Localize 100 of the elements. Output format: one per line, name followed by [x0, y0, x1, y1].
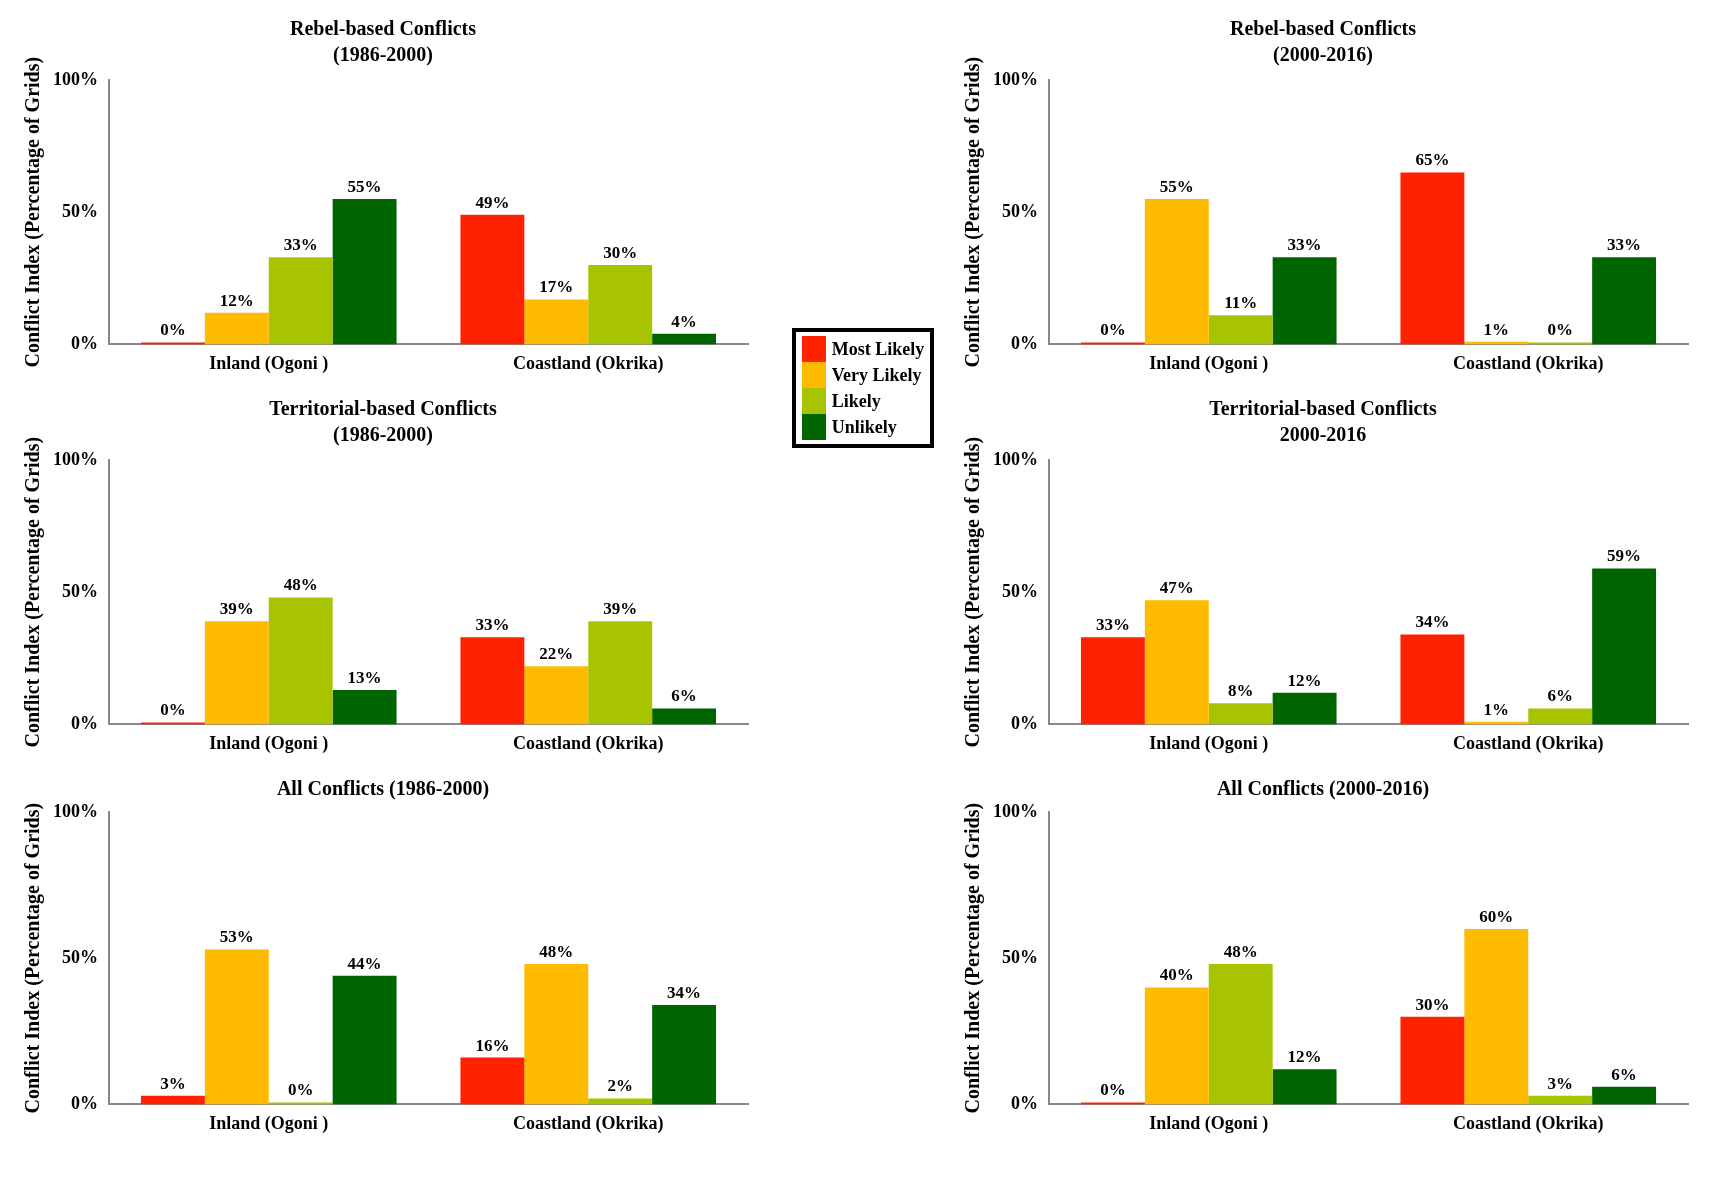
- data-label: 12%: [219, 290, 254, 310]
- bar: [268, 597, 333, 725]
- y-axis-title: Conflict Index (Percentage of Grids): [961, 802, 985, 1114]
- bar: [524, 964, 589, 1105]
- data-label: 33%: [1607, 235, 1642, 255]
- data-label: 49%: [475, 192, 510, 212]
- bar: [652, 1004, 717, 1105]
- bar: [204, 621, 269, 725]
- data-label: 44%: [347, 953, 382, 973]
- chart-title: Territorial-based Conflicts: [269, 397, 497, 420]
- x-tick-label: Inland (Ogoni ): [1149, 732, 1269, 754]
- data-label: 1%: [1483, 319, 1510, 339]
- x-tick-label: Coastland (Okrika): [512, 732, 664, 754]
- y-axis-title: Conflict Index (Percentage of Grids): [961, 56, 985, 368]
- bar: [140, 1095, 205, 1105]
- bar: [1144, 987, 1209, 1105]
- legend-label: Very Likely: [831, 364, 922, 386]
- bar: [524, 299, 589, 345]
- data-label: 0%: [1100, 320, 1126, 340]
- bar: [268, 257, 333, 345]
- chart-title: All Conflicts (2000-2016): [1216, 777, 1430, 801]
- data-label: 3%: [1547, 1073, 1573, 1093]
- data-label: 47%: [1159, 578, 1194, 598]
- data-label: 60%: [1479, 906, 1514, 926]
- chart-subtitle: (1986-2000): [333, 43, 433, 67]
- data-label: 3%: [160, 1073, 186, 1093]
- y-tick-label: 0%: [71, 713, 98, 734]
- bar: [1592, 568, 1657, 725]
- bar: [652, 708, 717, 725]
- data-label: 8%: [1227, 681, 1254, 701]
- x-tick-label: Coastland (Okrika): [1452, 1112, 1604, 1134]
- bar: [1208, 315, 1273, 345]
- chart-title: Rebel-based Conflicts: [1229, 17, 1417, 40]
- data-label: 2%: [607, 1076, 633, 1096]
- data-label: 13%: [347, 667, 382, 687]
- data-label: 0%: [287, 1080, 314, 1100]
- y-tick-label: 100%: [53, 68, 98, 89]
- data-label: 48%: [539, 941, 574, 961]
- bar: [1272, 257, 1337, 345]
- chart-subtitle: (2000-2016): [1273, 43, 1373, 67]
- bar: [652, 333, 717, 345]
- y-axis-title: Conflict Index (Percentage of Grids): [21, 802, 45, 1114]
- bar: [1080, 342, 1145, 345]
- data-label: 34%: [667, 982, 702, 1002]
- y-tick-label: 100%: [53, 800, 98, 821]
- bar: [204, 949, 269, 1105]
- y-tick-label: 0%: [71, 333, 98, 354]
- y-tick-label: 100%: [993, 448, 1038, 469]
- chart-subtitle: (1986-2000): [333, 423, 433, 447]
- y-tick-label: 100%: [53, 448, 98, 469]
- data-label: 1%: [1483, 699, 1510, 719]
- bar: [1400, 172, 1465, 345]
- bar: [1272, 1069, 1337, 1105]
- bar: [460, 214, 525, 345]
- y-tick-label: 50%: [62, 580, 98, 601]
- data-label: 55%: [347, 176, 382, 196]
- data-label: 48%: [1223, 941, 1258, 961]
- data-label: 59%: [1607, 546, 1642, 566]
- data-label: 22%: [539, 644, 574, 664]
- y-tick-label: 100%: [993, 800, 1038, 821]
- data-label: 39%: [219, 599, 254, 619]
- bar: [1592, 1086, 1657, 1105]
- bar: [1528, 342, 1593, 345]
- bar: [332, 198, 397, 345]
- bar: [332, 690, 397, 725]
- data-label: 30%: [603, 242, 638, 262]
- data-label: 33%: [475, 615, 510, 635]
- data-label: 17%: [539, 277, 574, 297]
- data-label: 33%: [1095, 615, 1130, 635]
- data-label: 30%: [1415, 994, 1450, 1014]
- y-tick-label: 0%: [1011, 713, 1038, 734]
- data-label: 16%: [475, 1035, 510, 1055]
- legend-label: Likely: [831, 390, 881, 412]
- bar: [1080, 1102, 1145, 1105]
- bar: [588, 265, 653, 345]
- bar: [1528, 1095, 1593, 1105]
- y-tick-label: 0%: [71, 1093, 98, 1114]
- x-tick-label: Inland (Ogoni ): [1149, 352, 1269, 374]
- y-tick-label: 50%: [1002, 580, 1038, 601]
- data-label: 11%: [1224, 293, 1258, 313]
- x-tick-label: Inland (Ogoni ): [1149, 1112, 1269, 1134]
- y-tick-label: 50%: [62, 200, 98, 221]
- x-tick-label: Inland (Ogoni ): [209, 732, 329, 754]
- y-tick-label: 50%: [1002, 946, 1038, 967]
- y-tick-label: 0%: [1011, 333, 1038, 354]
- bar: [140, 342, 205, 345]
- data-label: 0%: [1100, 1080, 1126, 1100]
- data-label: 33%: [1287, 235, 1322, 255]
- bar: [1144, 600, 1209, 725]
- y-tick-label: 50%: [1002, 200, 1038, 221]
- bar: [460, 637, 525, 725]
- y-tick-label: 50%: [62, 946, 98, 967]
- chart-subtitle: 2000-2016: [1279, 423, 1367, 446]
- bar: [1528, 708, 1593, 725]
- chart-title: Rebel-based Conflicts: [289, 17, 477, 40]
- y-axis-title: Conflict Index (Percentage of Grids): [21, 56, 45, 368]
- data-label: 12%: [1287, 1047, 1322, 1067]
- data-label: 65%: [1415, 150, 1450, 170]
- chart-title: Territorial-based Conflicts: [1209, 397, 1437, 420]
- x-tick-label: Coastland (Okrika): [1452, 732, 1604, 754]
